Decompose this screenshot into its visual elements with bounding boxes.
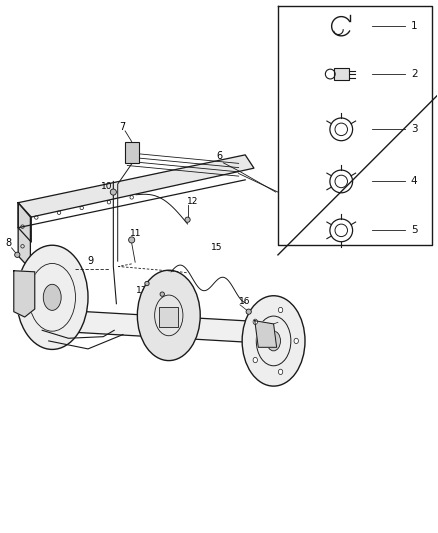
Circle shape [246,309,251,314]
Text: 12: 12 [187,197,198,206]
FancyBboxPatch shape [159,307,178,327]
Ellipse shape [294,338,298,344]
Circle shape [185,217,190,222]
Circle shape [14,252,20,257]
Text: 1: 1 [411,21,417,31]
Polygon shape [18,155,254,217]
Text: 5: 5 [411,225,417,236]
Text: 11: 11 [130,229,142,238]
Text: 13: 13 [135,286,147,295]
FancyBboxPatch shape [334,68,349,80]
Polygon shape [255,321,277,348]
Ellipse shape [242,296,305,386]
Ellipse shape [16,245,88,350]
Polygon shape [18,203,31,242]
Text: 14: 14 [157,298,169,307]
Ellipse shape [253,319,258,325]
Text: 15: 15 [211,244,223,253]
Ellipse shape [253,358,258,363]
Ellipse shape [267,331,280,351]
Text: 8: 8 [6,238,12,247]
Polygon shape [40,309,272,344]
Circle shape [110,189,117,195]
Ellipse shape [138,270,200,361]
Ellipse shape [279,369,283,375]
Circle shape [160,292,164,296]
Circle shape [129,237,135,243]
FancyBboxPatch shape [125,142,139,163]
Ellipse shape [43,284,61,310]
Text: 7: 7 [119,122,125,132]
Text: 4: 4 [411,176,417,187]
Text: 9: 9 [87,256,93,266]
Text: 16: 16 [239,296,250,305]
Text: 17: 17 [274,316,285,325]
Polygon shape [14,271,35,317]
Circle shape [145,281,149,286]
Text: 10: 10 [101,182,112,191]
Text: 6: 6 [216,151,222,161]
Text: 3: 3 [411,124,417,134]
Polygon shape [18,203,30,269]
Ellipse shape [279,308,283,313]
Text: 2: 2 [411,69,417,79]
